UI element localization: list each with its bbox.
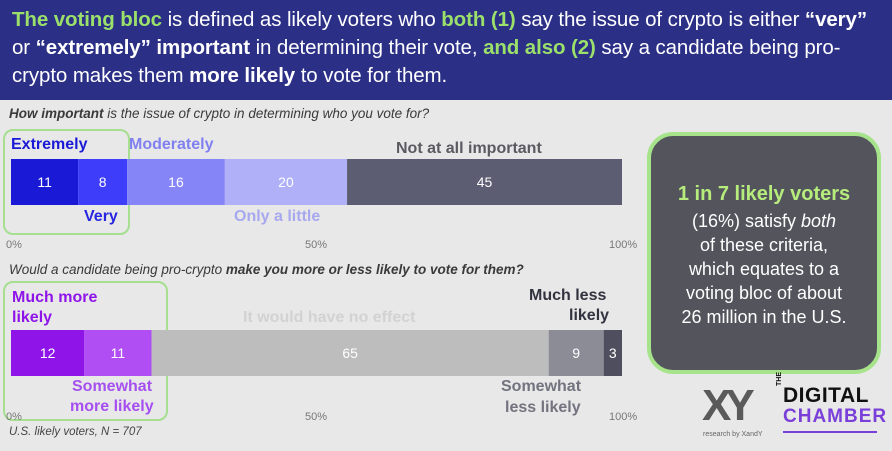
label-much-less-likely-1: Much less <box>529 287 607 304</box>
axis1-label-0: 0% <box>6 239 22 251</box>
header-voting-bloc: The voting bloc <box>12 8 162 31</box>
bar-segment-2-somewhat-less-likely <box>548 330 604 376</box>
axis2-label-0: 0% <box>6 411 22 423</box>
bar-segment-2-much-more-likely <box>11 330 85 376</box>
label-only-a-little: Only a little <box>234 208 321 225</box>
question-1-emphasis: How important <box>9 106 104 121</box>
label-no-effect: It would have no effect <box>243 309 416 326</box>
question-1-rest: is the issue of crypto in determining wh… <box>103 106 430 121</box>
digital-chamber-logo-the: THE <box>776 372 783 386</box>
question-2-emphasis: make you more or less likely to vote for… <box>225 262 524 277</box>
header-text-1: is defined as likely voters who <box>161 8 442 31</box>
callout-line-2: of these criteria, <box>699 235 829 255</box>
bar-value-label-2-1: 12 <box>40 345 56 361</box>
xandy-logo: XY <box>702 381 755 430</box>
bar-segment-1-very <box>78 159 128 205</box>
bar-segment-2-much-less-likely <box>603 330 622 376</box>
header-extremely: “extremely” important <box>35 36 250 59</box>
bar-value-label-1-1: 11 <box>37 174 52 190</box>
label-very: Very <box>84 208 118 225</box>
question-2-lead: Would a candidate being pro-crypto <box>9 262 226 277</box>
header-more-likely: more likely <box>189 64 296 87</box>
header-text-5: say a candidate being pro-crypto makes t… <box>12 36 841 87</box>
bar-value-label-1-4: 20 <box>278 174 294 190</box>
header-text-6: to vote for them. <box>295 64 448 87</box>
axis1-label-100: 100% <box>609 239 638 251</box>
callout-body: (16%) satisfy both of these criteria, wh… <box>651 209 877 329</box>
bar-value-label-2-3: 65 <box>342 345 358 361</box>
callout-line-1: (16%) satisfy both <box>651 209 877 233</box>
label-much-more-likely-1: Much more <box>12 289 98 306</box>
callout-line-1-text: (16%) satisfy <box>691 211 801 231</box>
callout-line-4: voting bloc of about <box>685 283 843 303</box>
label-moderately: Moderately <box>129 136 214 153</box>
label-somewhat-more-likely-2: more likely <box>70 398 154 415</box>
label-much-less-likely-2: likely <box>569 307 610 324</box>
bar-segment-1-moderately <box>127 159 225 205</box>
digital-chamber-logo-line-2: CHAMBER <box>783 406 888 427</box>
label-not-at-all-important: Not at all important <box>396 140 542 157</box>
label-somewhat-less-likely-2: less likely <box>505 399 581 416</box>
axis2-label-50: 50% <box>305 411 328 423</box>
bar-value-label-1-2: 8 <box>99 174 107 190</box>
digital-chamber-logo-underline <box>783 431 877 433</box>
bar-segment-1-extremely <box>11 159 79 205</box>
bar-value-label-2-5: 3 <box>609 345 617 361</box>
bar-segment-1-only-a-little <box>224 159 348 205</box>
bar-value-label-1-5: 45 <box>477 174 493 190</box>
bar-segment-2-it-would-have-no-effect <box>151 330 549 376</box>
header-banner: The voting bloc is defined as likely vot… <box>0 0 892 100</box>
header-and-also: and also (2) <box>483 36 596 59</box>
label-somewhat-less-likely-1: Somewhat <box>501 378 582 395</box>
bar-segment-1-not-at-all-important <box>347 159 622 205</box>
axis1-label-50: 50% <box>305 239 328 251</box>
callout-box: 1 in 7 likely voters (16%) satisfy both … <box>647 132 881 374</box>
callout-line-1-em: both <box>800 211 837 231</box>
question-2: Would a candidate being pro-crypto make … <box>9 262 524 277</box>
label-somewhat-more-likely-1: Somewhat <box>72 378 153 395</box>
callout-line-5: 26 million in the U.S. <box>681 307 847 327</box>
bar-segment-2-somewhat-more-likely <box>84 330 152 376</box>
bar-value-label-2-2: 11 <box>111 345 126 361</box>
label-extremely: Extremely <box>11 136 88 153</box>
xandy-logo-subtitle: research by XandY <box>703 431 763 438</box>
header-text-2: say the issue of crypto is either <box>515 8 805 31</box>
header-both: both (1) <box>441 8 516 31</box>
callout-headline: 1 in 7 likely voters <box>677 183 851 205</box>
bar-value-label-1-3: 16 <box>168 174 184 190</box>
header-very: “very” <box>804 8 868 31</box>
sample-note: U.S. likely voters, N = 707 <box>9 426 142 438</box>
digital-chamber-logo-line-1: DIGITAL <box>783 384 869 407</box>
axis2-label-100: 100% <box>609 411 638 423</box>
bar-value-label-2-4: 9 <box>572 345 580 361</box>
callout-line-3: which equates to a <box>688 259 840 279</box>
header-text-4: in determining their vote, <box>249 36 484 59</box>
question-1: How important is the issue of crypto in … <box>9 106 429 121</box>
header-text-3: or <box>12 36 36 59</box>
label-much-more-likely-2: likely <box>12 309 53 326</box>
